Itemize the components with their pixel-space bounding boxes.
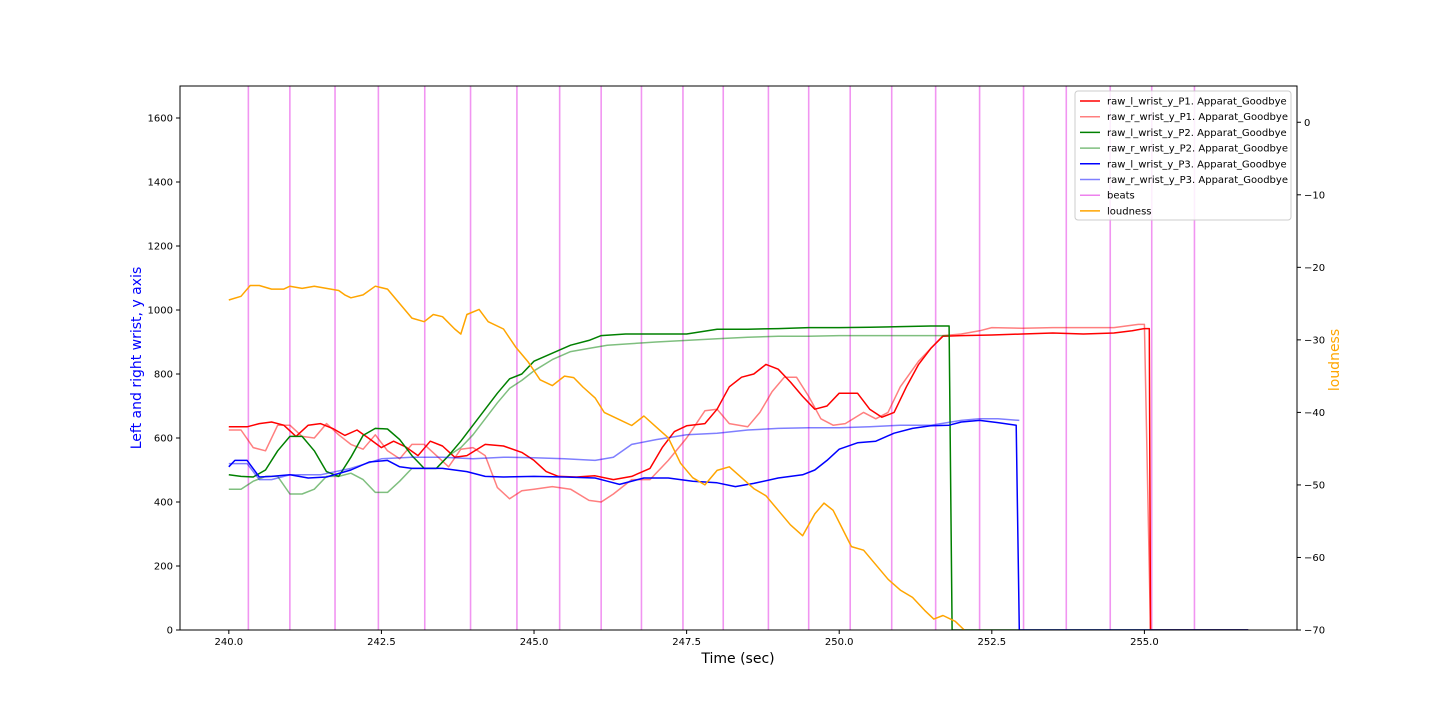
x-axis-ticks: 240.0 242.5 245.0 247.5 250.0 252.5 255.0 xyxy=(215,630,1159,648)
x-tick-label: 247.5 xyxy=(672,637,701,648)
x-tick-label: 240.0 xyxy=(215,637,244,648)
y-left-axis-label: Left and right wrist, y axis xyxy=(129,267,145,450)
y-right-tick-label: −50 xyxy=(1304,480,1325,491)
plot-frame xyxy=(179,85,1298,631)
series-line-7 xyxy=(228,284,965,630)
series-lines xyxy=(228,284,1249,630)
y-left-tick-label: 200 xyxy=(154,562,173,573)
legend-label: raw_r_wrist_y_P1. Apparat_Goodbye xyxy=(1107,112,1288,123)
series-line-6 xyxy=(228,418,1020,481)
y-left-tick-label: 600 xyxy=(154,434,173,445)
y-right-tick-label: −70 xyxy=(1304,626,1325,637)
legend-label: loudness xyxy=(1107,206,1152,217)
y-left-tick-label: 400 xyxy=(154,498,173,509)
series-line-3 xyxy=(228,325,1249,630)
y-right-tick-label: 0 xyxy=(1304,118,1310,129)
legend-label: raw_r_wrist_y_P3. Apparat_Goodbye xyxy=(1107,175,1288,186)
legend-label: raw_r_wrist_y_P2. Apparat_Goodbye xyxy=(1107,144,1288,155)
y-right-tick-label: −10 xyxy=(1304,190,1325,201)
series-line-5 xyxy=(228,419,1249,630)
y-right-tick-label: −20 xyxy=(1304,263,1325,274)
y-left-tick-label: 0 xyxy=(167,626,173,637)
y-left-tick-label: 800 xyxy=(154,370,173,381)
legend-label: beats xyxy=(1107,191,1135,202)
beat-lines xyxy=(247,86,1196,630)
x-tick-label: 242.5 xyxy=(367,637,396,648)
x-tick-label: 255.0 xyxy=(1130,637,1159,648)
y-left-axis-ticks: 0 200 400 600 800 1000 1200 1400 1600 xyxy=(148,114,180,637)
x-tick-label: 250.0 xyxy=(825,637,854,648)
x-tick-label: 252.5 xyxy=(977,637,1006,648)
y-right-tick-label: −30 xyxy=(1304,335,1325,346)
y-left-tick-label: 1000 xyxy=(148,306,173,317)
legend-label: raw_l_wrist_y_P1. Apparat_Goodbye xyxy=(1107,97,1287,108)
series-line-4 xyxy=(228,334,950,495)
y-left-tick-label: 1200 xyxy=(148,242,173,253)
legend-label: raw_l_wrist_y_P3. Apparat_Goodbye xyxy=(1107,159,1287,170)
y-right-tick-label: −40 xyxy=(1304,408,1325,419)
y-left-tick-label: 1400 xyxy=(148,178,173,189)
legend-label: raw_l_wrist_y_P2. Apparat_Goodbye xyxy=(1107,128,1287,139)
y-right-axis-label: loudness xyxy=(1327,329,1343,391)
x-axis-label: Time (sec) xyxy=(700,651,774,667)
x-tick-label: 245.0 xyxy=(520,637,549,648)
y-left-tick-label: 1600 xyxy=(148,114,173,125)
y-right-axis-ticks: 0 −10 −20 −30 −40 −50 −60 −70 xyxy=(1297,118,1325,637)
y-right-tick-label: −60 xyxy=(1304,553,1325,564)
legend: raw_l_wrist_y_P1. Apparat_Goodbye raw_r_w… xyxy=(1074,90,1292,221)
legend-box xyxy=(1074,90,1292,221)
